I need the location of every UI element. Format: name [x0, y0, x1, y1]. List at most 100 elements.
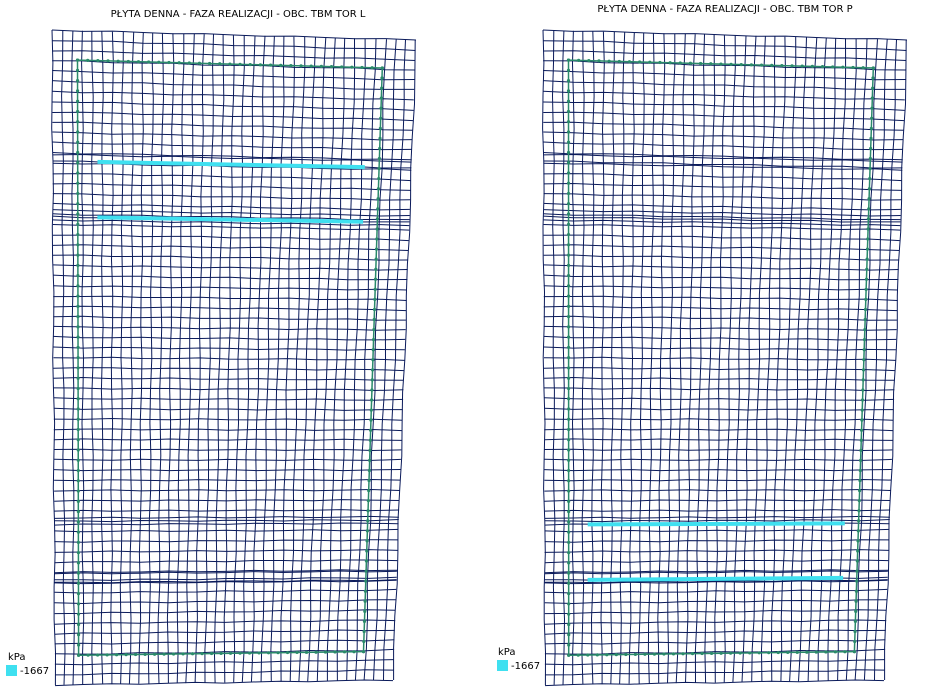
support-node	[566, 58, 571, 62]
mesh-line	[544, 588, 888, 594]
mesh-line	[542, 40, 907, 51]
mesh-line	[543, 173, 903, 182]
support-node	[652, 652, 657, 656]
support-node	[861, 368, 866, 372]
support-node	[566, 263, 571, 267]
support-node	[333, 650, 337, 654]
mesh-line	[544, 428, 894, 432]
support-node	[648, 60, 652, 64]
mesh-line	[544, 639, 886, 645]
mesh-line	[54, 648, 395, 655]
support-node	[76, 376, 80, 380]
load-strip	[587, 575, 844, 582]
mesh-line	[543, 285, 899, 291]
mesh-line	[544, 458, 892, 461]
support-node	[688, 61, 693, 65]
mesh-line	[543, 160, 903, 169]
support-node	[857, 519, 861, 523]
mesh-line	[51, 29, 57, 686]
support-node	[363, 589, 368, 593]
mesh-line	[544, 569, 889, 574]
support-node	[76, 386, 80, 391]
support-node	[627, 60, 632, 64]
support-node	[597, 59, 601, 63]
support-node	[566, 99, 571, 103]
support-node	[76, 397, 80, 401]
support-node	[869, 146, 873, 151]
support-node	[856, 549, 860, 553]
mesh-line	[52, 101, 414, 111]
support-node	[567, 448, 571, 452]
support-node	[824, 650, 828, 654]
support-node	[76, 633, 81, 637]
support-node	[567, 366, 571, 370]
support-node	[566, 212, 571, 216]
support-node	[856, 539, 860, 543]
mesh-line	[52, 193, 411, 201]
mesh-line	[54, 570, 397, 575]
support-node	[76, 120, 80, 124]
mesh-line	[544, 468, 892, 472]
support-node	[238, 62, 242, 66]
support-node	[605, 653, 609, 657]
support-node	[367, 488, 371, 493]
support-node	[567, 489, 571, 493]
mesh-line	[543, 101, 905, 111]
mesh-line	[543, 325, 897, 331]
support-node	[366, 499, 370, 503]
mesh-line	[52, 224, 410, 231]
support-node	[859, 438, 863, 442]
mesh-line	[543, 90, 905, 101]
support-node	[698, 61, 703, 66]
support-node	[75, 58, 80, 62]
support-node	[370, 388, 374, 392]
support-node	[76, 489, 80, 493]
support-node	[567, 345, 571, 350]
mesh-line	[543, 162, 903, 171]
support-node	[368, 458, 372, 463]
legend-value: -1667	[20, 666, 49, 677]
support-node	[863, 307, 868, 312]
support-node	[86, 653, 90, 657]
support-node	[852, 649, 857, 654]
mesh-line	[53, 387, 404, 392]
panel-title: PŁYTA DENNA - FAZA REALIZACJI - OBC. TBM…	[597, 4, 852, 15]
support-node	[567, 468, 571, 473]
support-node	[76, 540, 81, 544]
support-node	[586, 653, 590, 657]
mesh-line	[600, 31, 605, 685]
support-node	[372, 307, 377, 312]
support-node	[810, 64, 814, 68]
support-node	[567, 540, 571, 544]
support-node	[566, 325, 571, 329]
support-node	[76, 212, 80, 216]
support-node	[96, 59, 100, 63]
mesh-line	[54, 619, 396, 625]
mesh-line	[54, 669, 394, 676]
support-node	[378, 126, 382, 130]
mesh-line	[543, 295, 898, 301]
mesh-line	[51, 29, 417, 41]
support-node	[76, 140, 80, 144]
support-node	[375, 217, 380, 221]
support-node	[376, 187, 381, 191]
support-node	[364, 579, 368, 583]
support-node	[323, 650, 328, 654]
support-node	[854, 589, 858, 593]
support-node	[76, 643, 81, 647]
mesh-line	[52, 50, 416, 61]
support-node	[152, 652, 157, 656]
support-node	[855, 569, 859, 573]
support-node	[162, 652, 166, 656]
support-node	[795, 650, 799, 654]
support-node	[866, 227, 870, 231]
support-node	[863, 317, 867, 322]
support-node	[869, 126, 873, 130]
support-node	[567, 407, 571, 411]
support-node	[567, 581, 571, 586]
mesh-line	[53, 346, 405, 351]
support-node	[566, 294, 571, 298]
support-node	[369, 408, 373, 412]
mesh-line	[544, 509, 891, 512]
